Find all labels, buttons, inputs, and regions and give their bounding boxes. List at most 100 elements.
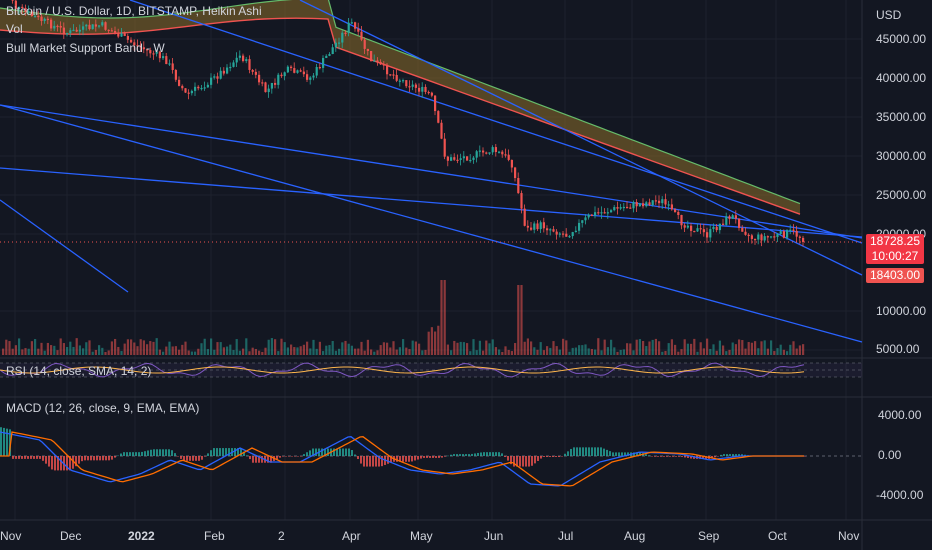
volume-bar — [418, 343, 421, 355]
candle — [178, 79, 181, 86]
volume-bar — [763, 340, 766, 355]
macd-histogram-bar — [303, 454, 305, 456]
volume-bar — [34, 339, 37, 355]
macd-histogram-bar — [60, 456, 62, 471]
legend-symbol[interactable]: Bitcoin / U.S. Dollar, 1D, BITSTAMP, Hei… — [6, 4, 262, 18]
trendlines[interactable] — [0, 0, 863, 343]
macd-histogram-bar — [48, 456, 50, 467]
candle — [770, 236, 773, 238]
macd-axis[interactable]: 4000.00 0.00 -4000.00 — [876, 408, 924, 502]
macd-histogram-bar — [333, 448, 335, 456]
candle — [456, 159, 459, 161]
candle — [389, 74, 392, 76]
macd-histogram-bar — [549, 456, 551, 457]
volume-bar — [370, 349, 373, 355]
volume-bar — [258, 350, 261, 355]
volume-bar — [280, 338, 283, 355]
macd-histogram-bar — [519, 456, 521, 467]
candle — [91, 24, 94, 30]
volume-bar — [389, 347, 392, 355]
macd-histogram-bar — [219, 448, 221, 456]
legend-volume[interactable]: Vol — [6, 22, 23, 36]
candle — [626, 206, 629, 209]
macd-histogram-bar — [429, 456, 431, 458]
legend-rsi[interactable]: RSI (14, close, SMA, 14, 2) — [6, 364, 152, 378]
volume-bar — [485, 340, 488, 355]
volume-bar — [318, 341, 321, 355]
candle — [642, 203, 645, 207]
macd-histogram-bar — [240, 448, 242, 456]
volume-bar — [462, 342, 465, 355]
candle — [37, 15, 40, 18]
macd-histogram-bar — [516, 456, 518, 467]
macd-histogram-bar — [408, 456, 410, 462]
macd-histogram-bar — [465, 454, 467, 456]
macd-histogram-bar — [45, 456, 47, 464]
candle — [610, 210, 613, 213]
legend-macd[interactable]: MACD (12, 26, close, 9, EMA, EMA) — [6, 401, 200, 415]
volume-bar — [194, 351, 197, 355]
macd-histogram-bar — [606, 449, 608, 456]
volume-bar — [69, 341, 72, 355]
volume-bar — [299, 346, 302, 355]
volume-bar — [379, 345, 382, 355]
macd-histogram-bar — [462, 454, 464, 456]
candle — [750, 235, 753, 239]
macd-histogram-bar — [558, 456, 560, 457]
macd-histogram-bar — [201, 456, 203, 460]
volume-bar — [344, 340, 347, 355]
candle — [123, 33, 126, 36]
candle — [616, 207, 619, 209]
candle — [664, 199, 667, 205]
macd-histogram-bar — [84, 456, 86, 461]
macd-histogram-bar — [561, 456, 563, 457]
volume-bar — [283, 342, 286, 355]
volume-bar — [606, 347, 609, 355]
time-tick: Nov — [838, 529, 859, 543]
trend-line — [0, 199, 129, 293]
volume-bar — [408, 349, 411, 355]
candle — [14, 0, 17, 9]
volume-bar — [565, 340, 568, 355]
macd-histogram-bar — [321, 448, 323, 456]
macd-histogram-bar — [444, 456, 446, 457]
volume-bar — [472, 339, 475, 355]
candle — [709, 229, 712, 238]
volume-bars — [2, 280, 805, 355]
macd-histogram-bar — [255, 456, 257, 463]
time-tick: Apr — [342, 529, 361, 543]
macd-histogram-bar — [723, 454, 725, 456]
price-axis[interactable]: USD 45000.00 40000.00 35000.00 30000.00 … — [876, 8, 926, 356]
macd-histogram-bar — [687, 456, 689, 458]
volume-bar — [290, 344, 293, 355]
volume-bar — [594, 349, 597, 355]
volume-bar — [142, 340, 145, 355]
time-tick: Jul — [558, 529, 573, 543]
volume-bar — [120, 351, 123, 355]
volume-bar — [165, 346, 168, 355]
legend-band[interactable]: Bull Market Support Band - W — [6, 41, 165, 55]
candle — [706, 232, 709, 238]
time-axis[interactable]: Nov Dec 2022 Feb 2 Apr May Jun Jul Aug S… — [0, 529, 859, 543]
macd-histogram-bar — [93, 456, 95, 461]
macd-histogram-bar — [618, 452, 620, 456]
candle — [302, 71, 305, 75]
candle — [533, 223, 536, 230]
macd-histogram-bar — [660, 456, 662, 457]
volume-bar — [603, 339, 606, 355]
macd-histogram-bar — [153, 449, 155, 456]
volume-bar — [350, 345, 353, 355]
macd-histogram-bar — [588, 447, 590, 456]
candle — [165, 56, 168, 65]
volume-bar — [491, 339, 494, 355]
support-band-ema — [0, 17, 801, 215]
rsi-pane — [0, 362, 862, 378]
candle — [338, 42, 341, 44]
time-tick: Dec — [60, 529, 81, 543]
volume-bar — [162, 351, 165, 355]
volume-bar — [715, 350, 718, 355]
macd-histogram-bar — [543, 456, 545, 457]
rsi-line — [0, 362, 805, 378]
macd-histogram-bar — [510, 456, 512, 465]
